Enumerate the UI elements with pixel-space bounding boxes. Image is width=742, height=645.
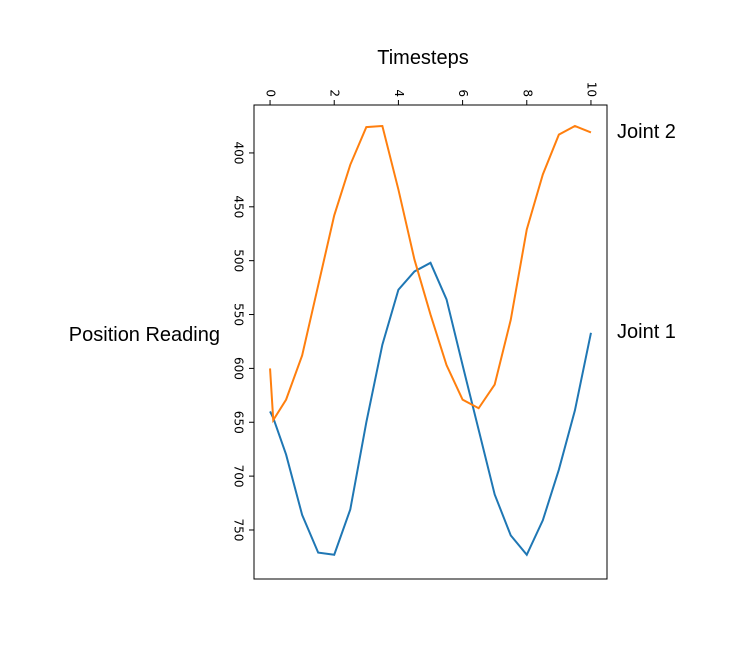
x-tick-label: 6	[456, 89, 470, 97]
legend-label: Joint 2	[617, 121, 676, 143]
x-tick-label: 2	[328, 89, 342, 97]
line-series	[269, 261, 592, 557]
plot-frame	[253, 104, 608, 580]
y-tick-label: 550	[232, 303, 246, 326]
y-tick-label: 500	[232, 249, 246, 272]
y-tick-label: 650	[232, 411, 246, 434]
y-axis-title: Position Reading	[69, 324, 220, 346]
y-tick-label: 400	[232, 141, 246, 164]
x-tick-label: 0	[264, 89, 278, 97]
y-tick-label: 600	[232, 357, 246, 380]
legend-label: Joint 1	[617, 321, 676, 343]
x-tick-label: 8	[520, 89, 534, 97]
x-axis-title: Timesteps	[377, 47, 469, 69]
y-tick-label: 450	[232, 195, 246, 218]
y-tick-label: 750	[232, 519, 246, 542]
line-series	[269, 124, 592, 424]
y-tick-label: 700	[232, 465, 246, 488]
x-tick-label: 10	[584, 82, 598, 97]
x-tick-label: 4	[392, 89, 406, 97]
